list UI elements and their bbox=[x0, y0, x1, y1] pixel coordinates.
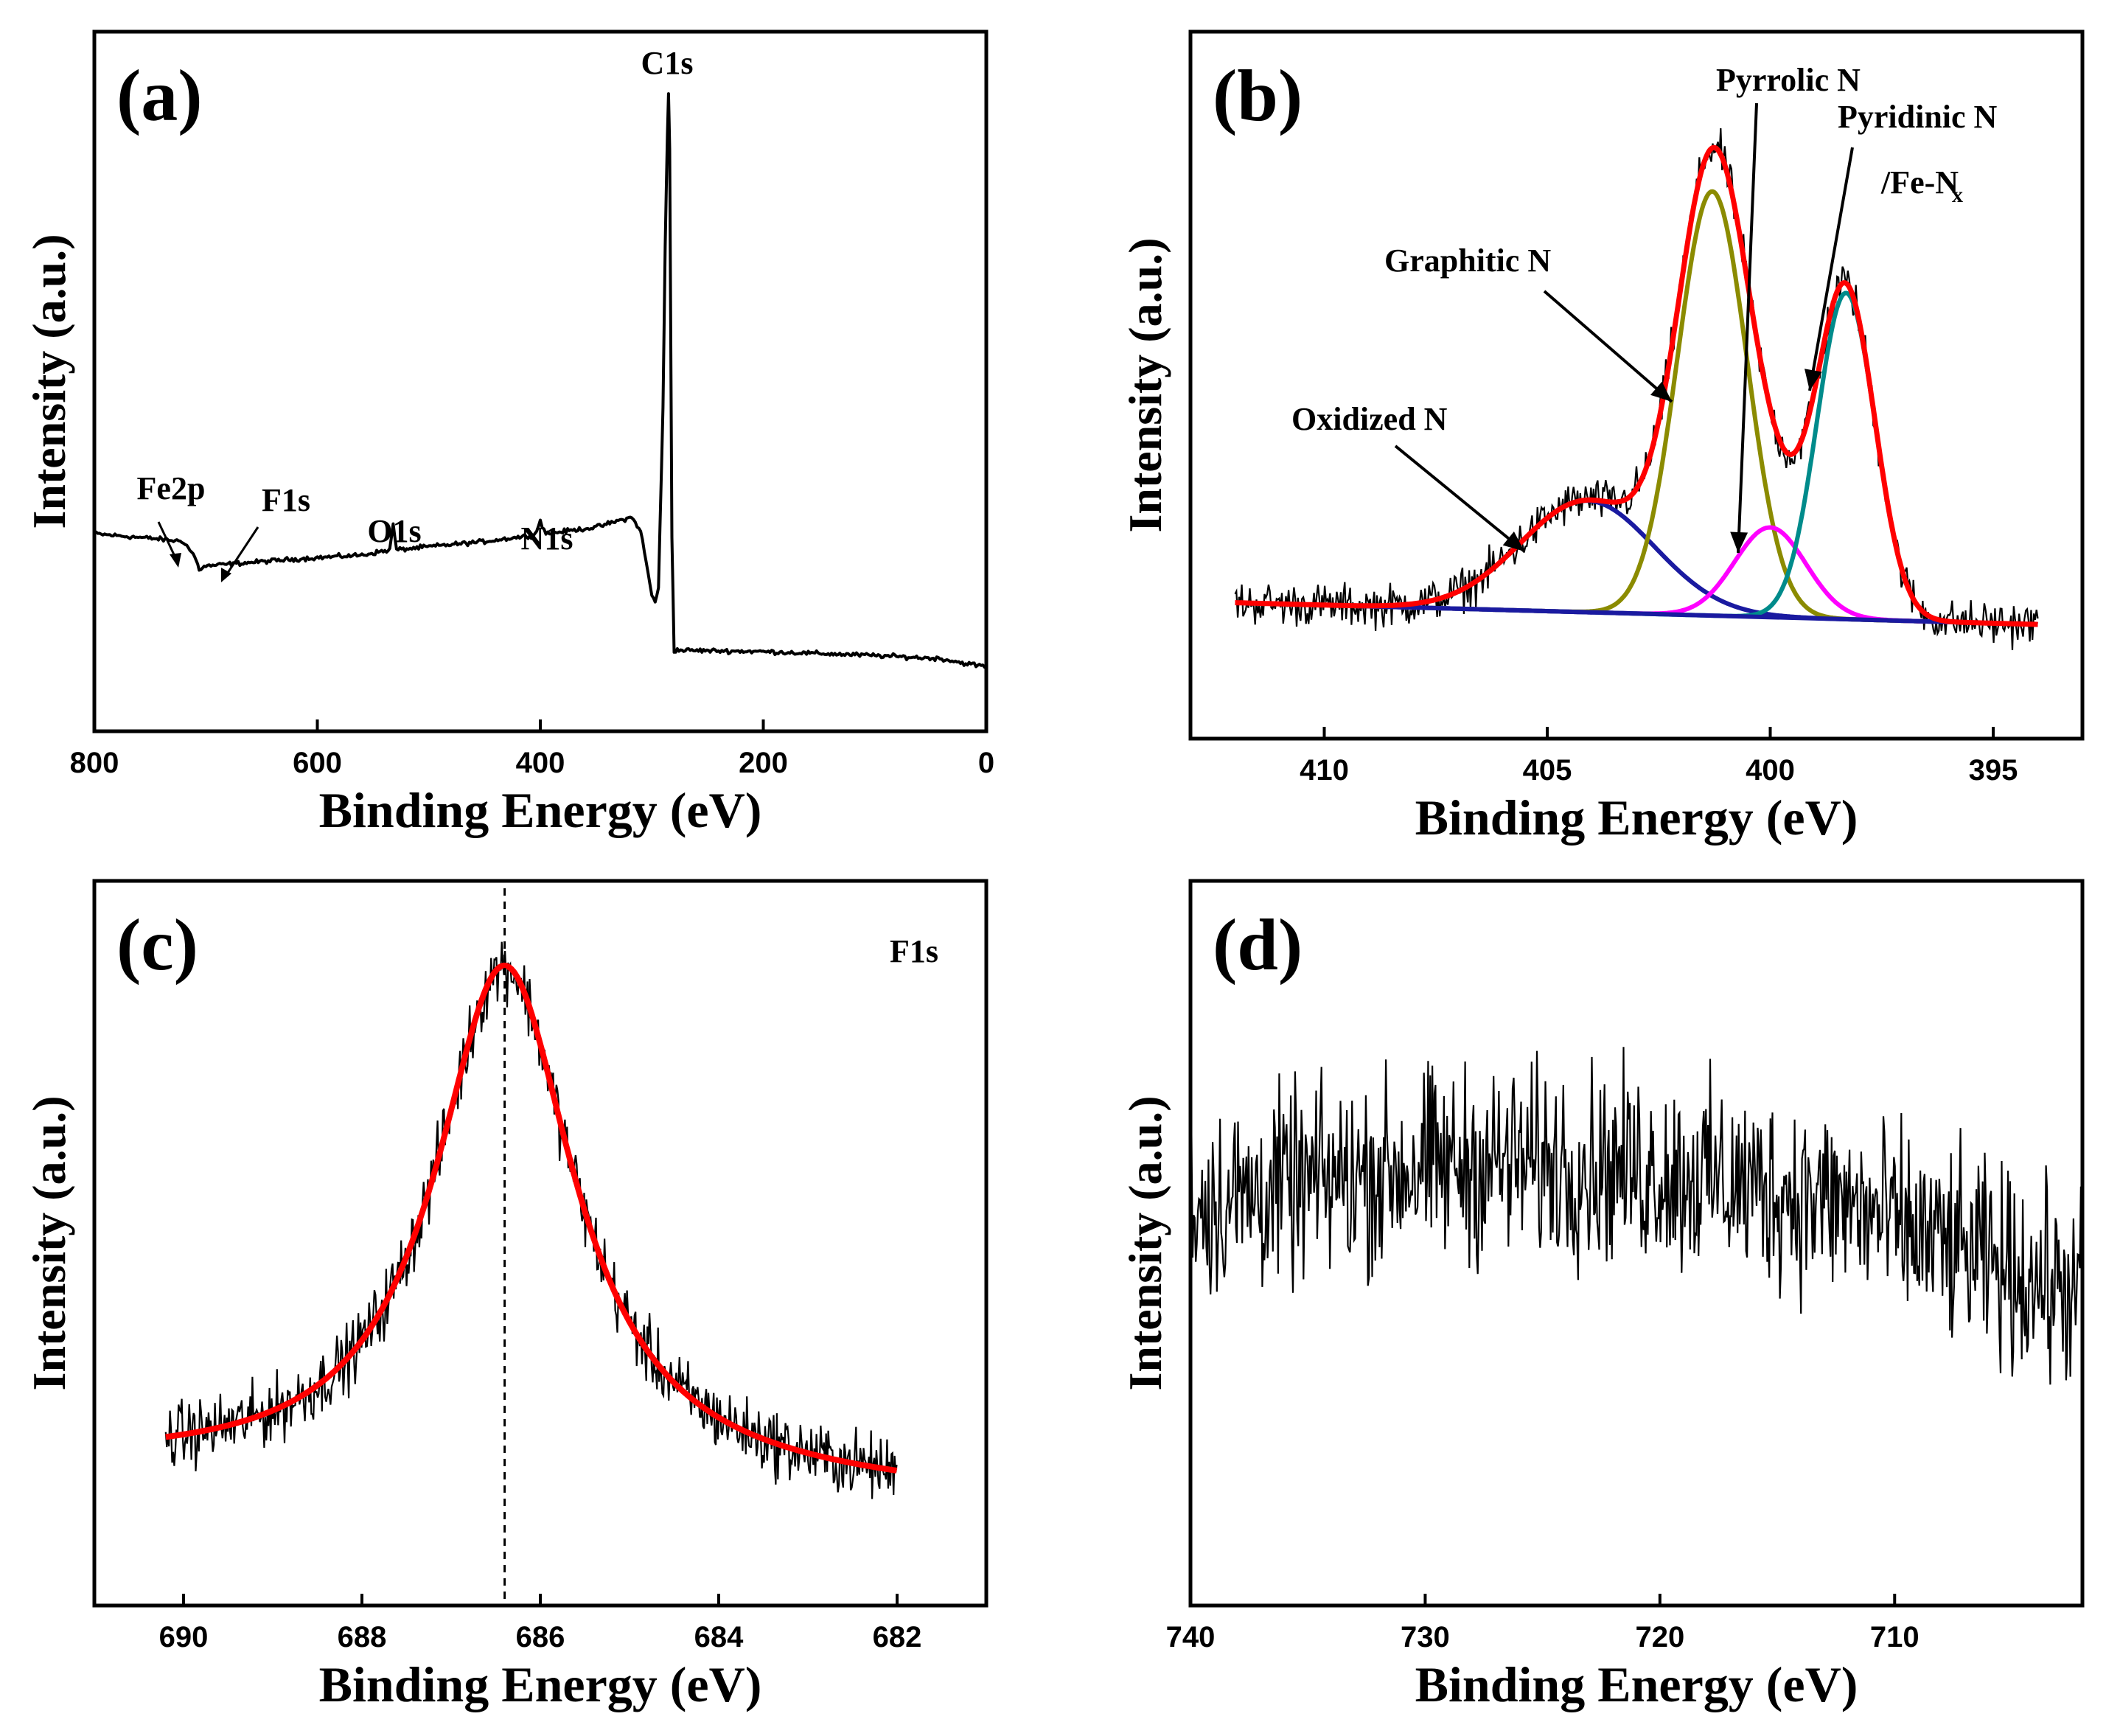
annotation-arrowhead bbox=[1650, 381, 1672, 402]
panel-d: 740 730 720 710 Binding Energy (eV) Intensity… bbox=[1119, 879, 2085, 1712]
x-tick-label: 400 bbox=[516, 747, 565, 779]
y-axis-label: Intensity (a.u.) bbox=[1119, 1095, 1171, 1390]
x-tick-label: 600 bbox=[293, 747, 342, 779]
x-tick-label: 395 bbox=[1969, 754, 2018, 787]
peak-label-o1s: O1s bbox=[367, 513, 421, 549]
panel-letter: (b) bbox=[1213, 55, 1303, 136]
plot-frame bbox=[92, 879, 989, 1608]
annotation-arrowhead bbox=[1730, 531, 1748, 553]
label-pyridinic-n: Pyridinic N bbox=[1838, 99, 1998, 135]
x-tick-label: 200 bbox=[739, 747, 788, 779]
peak-label-fe2p: Fe2p bbox=[137, 470, 206, 506]
envelope-fit-line bbox=[1235, 144, 2038, 627]
f1s-arrowhead bbox=[221, 568, 231, 582]
x-tick-label: 800 bbox=[70, 747, 119, 779]
label-graphitic-n: Graphitic N bbox=[1384, 243, 1551, 279]
x-tick-label: 410 bbox=[1300, 754, 1349, 787]
y-axis-label: Intensity (a.u.) bbox=[23, 234, 75, 529]
plot-frame bbox=[92, 29, 989, 733]
peak-label-f1s: F1s bbox=[890, 933, 938, 969]
x-tick-label: 0 bbox=[978, 747, 994, 779]
label-fe-n-subscript: x bbox=[1952, 183, 1963, 207]
peak-label-c1s: C1s bbox=[641, 45, 694, 81]
survey-spectrum-line bbox=[93, 92, 987, 669]
x-axis-label: Binding Energy (eV) bbox=[1415, 1656, 1858, 1712]
x-axis-label: Binding Energy (eV) bbox=[319, 782, 762, 838]
x-axis-label: Binding Energy (eV) bbox=[319, 1656, 762, 1712]
plot-frame bbox=[1188, 29, 2085, 741]
panel-letter: (d) bbox=[1213, 904, 1303, 986]
panel-letter: (a) bbox=[116, 55, 203, 136]
x-tick-label: 730 bbox=[1401, 1621, 1450, 1653]
x-tick-label: 682 bbox=[873, 1621, 922, 1653]
x-tick-label: 690 bbox=[159, 1621, 209, 1653]
annotation-arrow bbox=[1543, 290, 1673, 403]
f1s-arrow bbox=[223, 526, 259, 578]
annotation-arrowhead bbox=[1805, 369, 1822, 391]
x-tick-label: 405 bbox=[1523, 754, 1572, 787]
x-tick-label: 684 bbox=[694, 1621, 744, 1653]
y-axis-label: Intensity (a.u.) bbox=[1119, 237, 1171, 532]
x-tick-label: 688 bbox=[338, 1621, 387, 1653]
panel-c: 690 688 686 684 682 Binding Energy (eV) Intens… bbox=[23, 879, 989, 1712]
annotation-arrow bbox=[1394, 445, 1526, 553]
annotation-arrow bbox=[1737, 102, 1758, 554]
annotation-arrowhead bbox=[1502, 531, 1524, 551]
x-tick-label: 740 bbox=[1166, 1621, 1216, 1653]
panel-letter: (c) bbox=[116, 904, 198, 986]
panel-b: 410 405 400 395 Binding Energy (eV) Intensity… bbox=[1119, 29, 2085, 846]
x-tick-label: 720 bbox=[1635, 1621, 1684, 1653]
x-tick-label: 710 bbox=[1870, 1621, 1920, 1653]
peak-label-n1s: N1s bbox=[521, 520, 573, 557]
x-tick-label: 400 bbox=[1746, 754, 1795, 787]
peak-label-f1s: F1s bbox=[262, 482, 310, 518]
x-axis-label: Binding Energy (eV) bbox=[1415, 789, 1858, 846]
spectrum-line bbox=[1189, 1047, 2083, 1385]
x-tick-label: 686 bbox=[516, 1621, 565, 1653]
label-pyrrolic-n: Pyrrolic N bbox=[1716, 62, 1861, 98]
panel-a: 800 600 400 200 0 Binding Energy (eV) Intensit… bbox=[23, 29, 994, 838]
fe2p-arrowhead bbox=[170, 553, 181, 568]
raw-data-line bbox=[164, 941, 898, 1499]
y-axis-label: Intensity (a.u.) bbox=[23, 1095, 75, 1390]
label-fe-n: /Fe-N bbox=[1880, 164, 1959, 201]
label-oxidized-n: Oxidized N bbox=[1291, 401, 1448, 437]
fit-line bbox=[165, 962, 898, 1474]
annotation-arrow bbox=[1808, 147, 1854, 391]
